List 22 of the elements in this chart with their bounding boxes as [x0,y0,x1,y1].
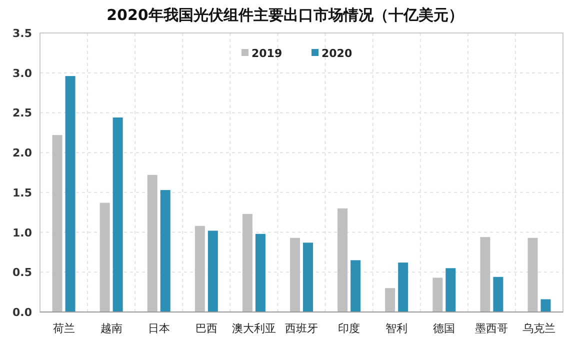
x-tick-label: 西班牙 [285,322,318,335]
x-tick-label: 澳大利亚 [232,322,276,335]
x-tick-label: 印度 [338,322,360,335]
x-tick-label: 乌克兰 [522,322,556,335]
x-tick-label: 荷兰 [52,322,75,335]
x-tick-label: 德国 [433,322,456,335]
x-tick-label: 智利 [386,322,408,335]
x-tick-label: 墨西哥 [475,322,508,335]
y-tick-label: 1.0 [12,226,32,240]
y-tick-label: 3.5 [12,27,32,40]
y-tick-label: 0.0 [12,306,32,319]
x-tick-label: 日本 [148,322,170,335]
x-tick-label: 巴西 [195,322,218,335]
y-tick-label: 2.0 [12,146,32,160]
y-tick-label: 3.0 [12,66,32,80]
y-tick-label: 1.5 [12,186,32,200]
y-tick-label: 0.5 [12,266,32,280]
x-tick-label: 越南 [100,322,122,335]
y-tick-label: 2.5 [12,106,32,120]
chart-title: 2020年我国光伏组件主要出口市场情况（十亿美元） [106,6,464,24]
legend-label: 2020 [322,47,352,60]
legend-label: 2019 [252,47,282,60]
